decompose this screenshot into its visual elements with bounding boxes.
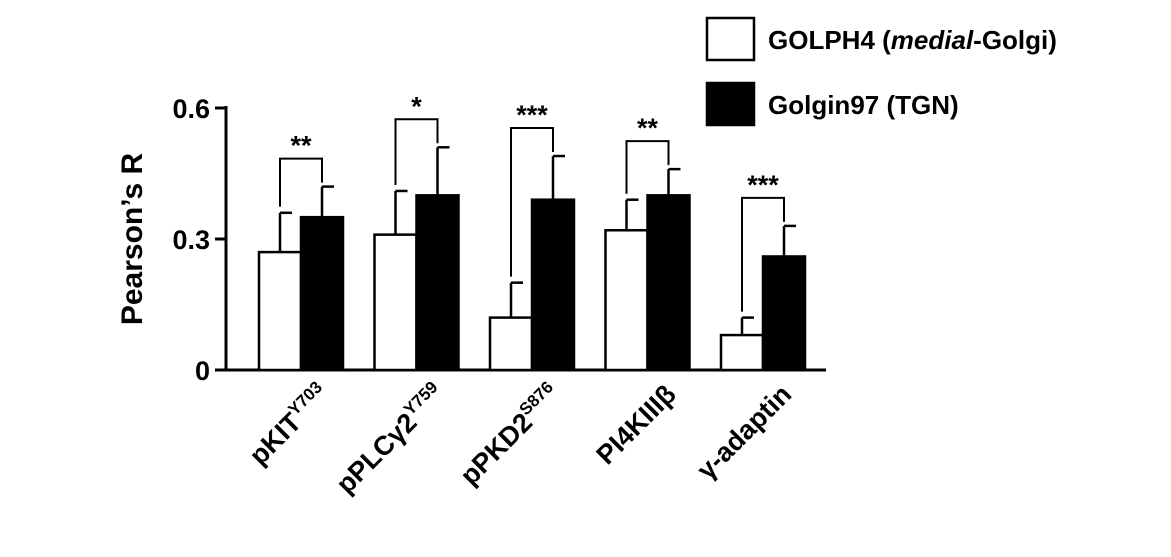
significance-label: ***: [747, 170, 779, 200]
legend-swatch: [705, 16, 756, 62]
significance-bracket: [625, 140, 670, 194]
bar: [415, 194, 460, 372]
x-tick-label-superscript: S876: [516, 378, 558, 420]
y-tick-label: 0.3: [172, 225, 210, 255]
significance-label: **: [637, 113, 659, 143]
x-tick-label-superscript: Y759: [400, 378, 442, 420]
legend-label: Golgin97 (TGN): [768, 90, 959, 120]
x-tick-label-main: γ-adaptin: [691, 379, 797, 485]
bar: [257, 250, 303, 372]
x-tick-label: γ-adaptin: [691, 379, 797, 485]
bar: [604, 229, 649, 372]
x-tick-label-main: PI4KIIIβ: [591, 379, 682, 470]
x-tick-label: pPLCγ2Y759: [329, 378, 451, 500]
significance-bracket: [510, 127, 554, 277]
bar: [299, 215, 345, 372]
x-tick-label-main: pPLCγ2: [330, 407, 422, 499]
x-tick-label: pKITY703: [242, 378, 335, 471]
bar: [761, 255, 807, 372]
significance-bracket: [279, 157, 323, 207]
bar: [488, 316, 534, 372]
legend-label-part: GOLPH4 (: [768, 25, 891, 55]
y-tick-label: 0: [195, 356, 210, 386]
legend-label-part: -Golgi): [973, 25, 1057, 55]
bar: [530, 198, 576, 372]
significance-bracket: [741, 196, 785, 312]
significance-label: **: [290, 131, 312, 161]
x-tick-label-main: pPKD2: [454, 407, 538, 491]
significance-label: ***: [516, 100, 548, 130]
y-tick-label: 0.6: [172, 94, 210, 124]
bar: [373, 233, 418, 372]
bar: [719, 333, 765, 372]
x-tick-label: PI4KIIIβ: [591, 379, 682, 470]
significance-bracket: [394, 118, 439, 185]
legend-label-part: medial: [891, 25, 974, 55]
x-tick-label-superscript: Y703: [285, 378, 327, 420]
legend-label-part: Golgin97 (TGN): [768, 90, 959, 120]
legend-swatch: [705, 81, 756, 127]
y-axis-label: Pearson’s R: [116, 153, 149, 326]
bar: [646, 194, 691, 372]
legend-label: GOLPH4 (medial-Golgi): [768, 25, 1057, 55]
significance-label: *: [411, 91, 422, 121]
x-tick-label: pPKD2S876: [453, 378, 566, 491]
